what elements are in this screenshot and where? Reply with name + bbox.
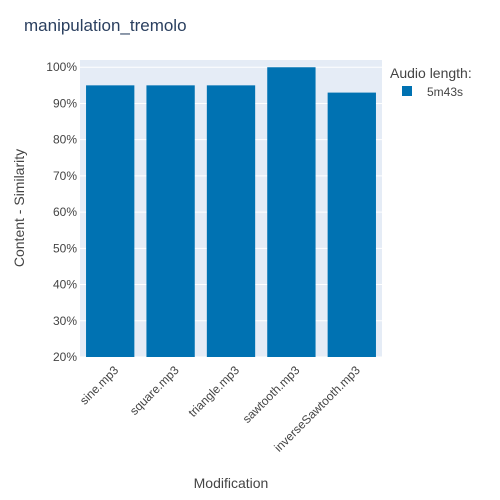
x-axis-label: Modification [194,475,269,491]
bar-sawtooth[interactable] [267,67,316,358]
bar-sine[interactable] [86,85,135,357]
bar-triangle[interactable] [206,85,256,357]
legend: Audio length: 5m43s [390,65,472,99]
x-tick-labels: sine.mp3 square.mp3 triangle.mp3sawtooth.m… [77,363,363,455]
bar-square[interactable] [146,85,195,357]
y-tick-label: 80% [53,133,77,147]
x-tick-label: triangle.mp3 [185,363,242,420]
y-tick-label: 20% [53,350,77,364]
y-tick-label: 60% [53,205,77,219]
legend-swatch[interactable] [402,86,412,96]
legend-title: Audio length: [390,65,472,81]
y-tick-label: 70% [53,169,77,183]
chart-title: manipulation_tremolo [24,16,187,35]
y-tick-label: 90% [53,96,77,110]
x-tick-label: square.mp3 [127,363,182,418]
y-tick-label: 100% [46,60,77,74]
y-tick-label: 50% [53,241,77,255]
x-tick-label: sine.mp3 [77,363,122,408]
x-tick-label: sawtooth.mp3 [240,363,303,426]
bar-inverseSawtooth[interactable] [327,92,376,357]
y-tick-label: 30% [53,314,77,328]
y-tick-labels: 20% 30% 40% 50% 60% 70% 80% 90% 100% [46,60,77,364]
y-tick-label: 40% [53,278,77,292]
bars [86,67,376,358]
y-axis-label: Content - Similarity [11,149,27,267]
legend-item-label[interactable]: 5m43s [427,85,463,99]
